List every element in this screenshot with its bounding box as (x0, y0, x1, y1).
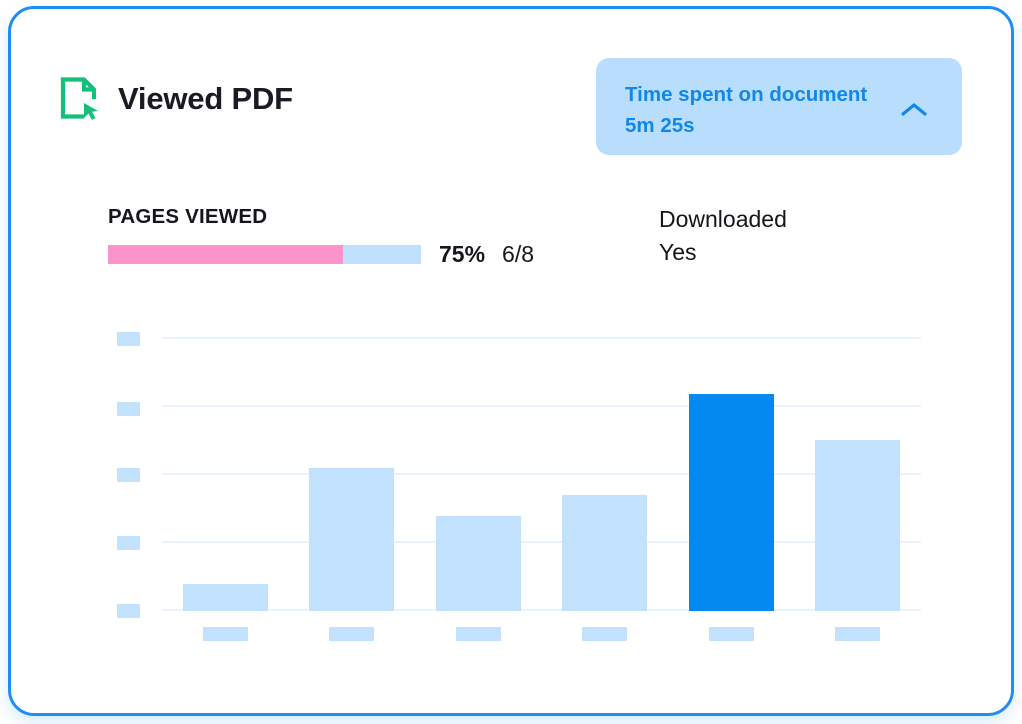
y-axis-tick-label-2 (117, 468, 140, 482)
pages-viewed-block: PAGES VIEWED 75% 6/8 (108, 205, 534, 268)
progress-fraction-text: 6/8 (502, 241, 535, 267)
y-axis-tick-label-1 (117, 402, 140, 416)
gridline (162, 337, 921, 339)
downloaded-label: Downloaded (659, 206, 787, 232)
viewed-pdf-card: Viewed PDF Time spent on document 5m 25s… (8, 6, 1014, 716)
bar-2[interactable] (435, 516, 521, 611)
downloaded-block: Downloaded Yes (659, 203, 787, 269)
x-axis-tick-label-1 (329, 627, 375, 641)
bar-0[interactable] (182, 584, 268, 611)
pages-viewed-progress-line: 75% 6/8 (108, 241, 534, 268)
y-axis-tick-label-4 (117, 604, 140, 618)
page-title: Viewed PDF (118, 81, 293, 116)
chart-gridlines (162, 337, 921, 611)
x-axis-tick-label-3 (582, 627, 628, 641)
card-header: Viewed PDF Time spent on document 5m 25s (11, 9, 1011, 159)
chart-bars (162, 339, 921, 611)
time-spent-value: 5m 25s (625, 114, 695, 138)
time-spent-label: Time spent on document (625, 83, 868, 106)
progress-bar-fill (108, 245, 343, 264)
document-cursor-icon (59, 77, 101, 121)
bar-3[interactable] (562, 495, 648, 611)
bar-4[interactable] (688, 394, 774, 611)
gridline (162, 405, 921, 407)
x-axis-tick-label-0 (202, 627, 248, 641)
x-axis-tick-label-4 (708, 627, 754, 641)
pages-viewed-label: PAGES VIEWED (108, 205, 268, 228)
x-axis-tick-label-5 (835, 627, 881, 641)
gridline (162, 541, 921, 543)
gridline (162, 473, 921, 475)
y-axis-tick-label-0 (117, 332, 140, 346)
pages-bar-chart (11, 9, 1011, 713)
gridline (162, 609, 921, 611)
chevron-up-icon[interactable] (899, 100, 929, 120)
bar-5[interactable] (815, 440, 901, 611)
y-axis-tick-label-3 (117, 536, 140, 550)
x-axis-tick-label-2 (455, 627, 501, 641)
downloaded-value: Yes (659, 239, 697, 266)
bar-1[interactable] (309, 468, 395, 611)
title-block: Viewed PDF (59, 77, 293, 121)
progress-percent-text: 75% (439, 241, 486, 267)
progress-bar-track (108, 245, 421, 264)
time-spent-badge[interactable]: Time spent on document 5m 25s (596, 58, 962, 155)
stats-row: PAGES VIEWED 75% 6/8 Downloaded Yes (11, 205, 1011, 295)
